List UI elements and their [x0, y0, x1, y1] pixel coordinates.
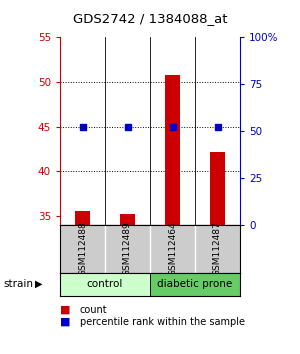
Text: diabetic prone: diabetic prone — [158, 279, 232, 289]
Bar — [120, 214, 135, 225]
Bar — [210, 152, 225, 225]
Bar — [75, 211, 90, 225]
Text: ■: ■ — [60, 305, 70, 315]
Text: GSM112487: GSM112487 — [213, 221, 222, 276]
Text: GDS2742 / 1384088_at: GDS2742 / 1384088_at — [73, 12, 227, 25]
Text: ■: ■ — [60, 317, 70, 327]
Text: GSM112464: GSM112464 — [168, 221, 177, 276]
Bar — [165, 75, 180, 225]
Text: control: control — [87, 279, 123, 289]
Text: GSM112489: GSM112489 — [123, 221, 132, 276]
Text: strain: strain — [3, 279, 33, 289]
Text: GSM112488: GSM112488 — [78, 221, 87, 276]
Text: ▶: ▶ — [34, 279, 42, 289]
Text: count: count — [80, 305, 107, 315]
Bar — [60, 273, 150, 296]
Text: percentile rank within the sample: percentile rank within the sample — [80, 317, 244, 327]
Bar — [150, 273, 240, 296]
